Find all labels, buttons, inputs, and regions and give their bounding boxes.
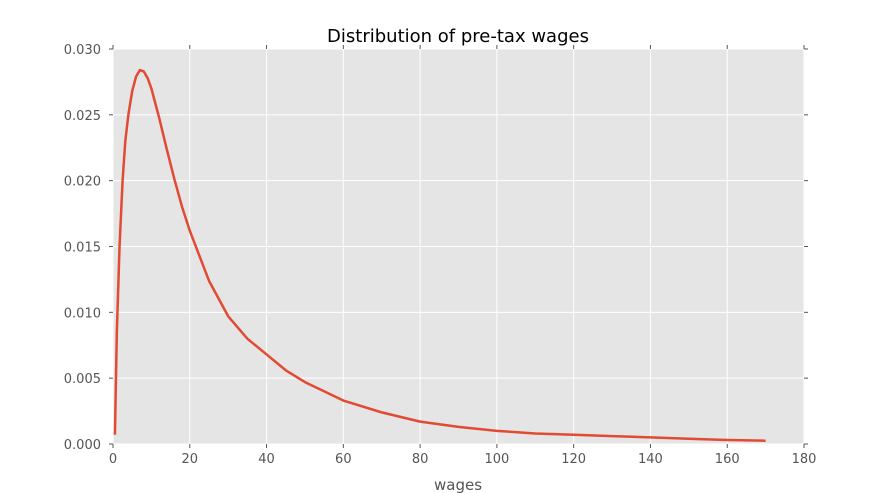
y-tick-label: 0.030 <box>64 43 101 58</box>
x-tick-label: 160 <box>715 452 740 467</box>
x-tick-label: 40 <box>258 452 275 467</box>
y-tick-labels: 0.000 0.005 0.010 0.015 0.020 0.025 0.030 <box>64 43 101 453</box>
x-axis-label: wages <box>434 476 482 493</box>
y-tick-label: 0.020 <box>64 175 101 190</box>
y-tick-label: 0.015 <box>64 241 101 256</box>
x-tick-label: 20 <box>182 452 199 467</box>
y-tick-label: 0.025 <box>64 109 101 124</box>
x-tick-label: 80 <box>412 452 429 467</box>
density-line <box>113 68 766 442</box>
x-tick-label: 60 <box>335 452 352 467</box>
y-tick-label: 0.005 <box>64 372 101 387</box>
x-tick-label: 180 <box>792 452 817 467</box>
x-tick-label: 0 <box>109 452 117 467</box>
x-tick-labels: 0 20 40 60 80 100 120 140 160 180 <box>109 452 817 467</box>
chart-title: Distribution of pre-tax wages <box>327 26 589 47</box>
x-tick-label: 140 <box>638 452 663 467</box>
x-tick-label: 100 <box>484 452 509 467</box>
y-tick-label: 0.010 <box>64 306 101 321</box>
x-tick-label: 120 <box>561 452 586 467</box>
axis-ticks <box>109 45 808 448</box>
y-tick-label: 0.000 <box>64 438 101 453</box>
